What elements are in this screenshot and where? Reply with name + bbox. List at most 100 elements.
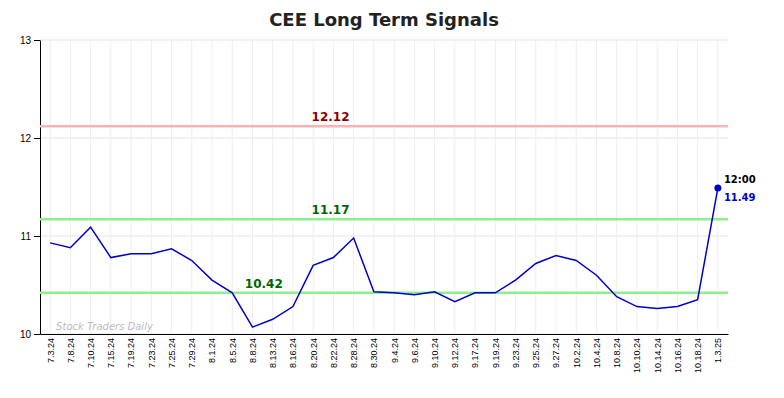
x-tick-label: 9.6.24 [410,338,420,363]
x-tick-label: 8.28.24 [349,338,359,368]
x-tick: 9.23.24 [511,334,521,368]
x-tick: 8.8.24 [248,334,258,363]
x-grid-line [394,40,395,334]
marks [40,126,728,327]
y-grid-line [40,334,728,335]
x-tick: 7.3.24 [45,334,55,363]
last-point-annotation: 11.49 [724,192,756,203]
x-tick: 10.14.24 [653,334,663,373]
x-grid-line [535,40,536,334]
y-grid-line [40,40,728,41]
x-tick: 9.4.24 [389,334,399,363]
x-tick: 7.25.24 [167,334,177,368]
x-tick: 9.10.24 [430,334,440,368]
x-tick-label: 8.8.24 [248,338,258,363]
x-axis: 7.3.24 7.8.24 7.10.24 7.15.24 7.19.24 7.23.24… [41,334,729,373]
x-tick: 7.29.24 [187,334,197,368]
x-tick-label: 10.4.24 [592,338,602,368]
x-tick-label: 9.27.24 [551,338,561,368]
x-grid-line [495,40,496,334]
x-tick: 9.25.24 [531,334,541,368]
x-grid-line [90,40,91,334]
x-tick-label: 7.19.24 [126,338,136,368]
x-tick-label: 8.30.24 [369,338,379,368]
x-tick-label: 7.10.24 [86,338,96,368]
x-grid-line [636,40,637,334]
x-grid-line [333,40,334,334]
x-grid-line [131,40,132,334]
last-point [714,184,721,191]
y-grid-line [40,138,728,139]
y-tick-label: 13 [20,35,32,46]
y-tick-mark [34,236,40,237]
x-grid-line [556,40,557,334]
y-tick: 13 [20,35,40,46]
watermark: Stock Traders Daily [56,321,154,332]
y-tick-mark [34,138,40,139]
x-grid-line [576,40,577,334]
y-tick-label: 12 [20,133,32,144]
x-tick: 8.22.24 [329,334,339,368]
x-tick: 9.19.24 [491,334,501,368]
x-grid-line [212,40,213,334]
x-tick: 8.20.24 [309,334,319,368]
x-tick: 7.19.24 [126,334,136,368]
reference-line [40,218,728,221]
x-grid-line [50,40,51,334]
x-tick-label: 7.25.24 [167,338,177,368]
x-grid-line [434,40,435,334]
x-tick: 8.1.24 [207,334,217,363]
reference-label: 12.12 [312,110,350,124]
x-tick-label: 7.29.24 [187,338,197,368]
x-tick: 8.16.24 [288,334,298,368]
x-tick: 10.2.24 [572,334,582,368]
plot: 7.3.24 7.8.24 7.10.24 7.15.24 7.19.24 7.23.24… [20,35,756,373]
x-tick: 10.4.24 [592,334,602,368]
x-tick-label: 9.12.24 [450,338,460,368]
x-tick: 9.12.24 [450,334,460,368]
y-tick-mark [34,334,40,335]
x-grid-line [151,40,152,334]
y-tick-label: 11 [21,231,32,242]
x-grid-line [232,40,233,334]
x-tick: 8.30.24 [369,334,379,368]
x-tick-label: 10.18.24 [693,338,703,373]
chart: 7.3.24 7.8.24 7.10.24 7.15.24 7.19.24 7.23.24… [0,0,784,398]
grid [40,40,728,334]
x-tick-label: 8.22.24 [329,338,339,368]
x-tick: 8.13.24 [268,334,278,368]
x-tick: 8.28.24 [349,334,359,368]
x-grid-line [515,40,516,334]
x-tick-label: 9.23.24 [511,338,521,368]
x-grid-line [313,40,314,334]
x-tick-label: 8.20.24 [309,338,319,368]
x-tick-label: 8.16.24 [288,338,298,368]
x-tick-label: 7.3.24 [45,338,55,363]
x-tick: 9.17.24 [470,334,480,368]
y-grid-line [40,236,728,237]
reference-label: 10.42 [245,277,283,291]
x-grid-line [697,40,698,334]
y-axis-line [40,41,41,335]
y-tick: 12 [20,133,40,144]
x-tick-label: 9.25.24 [531,338,541,368]
y-axis: 10111213 [20,35,41,340]
x-tick-label: 9.4.24 [389,338,399,363]
x-tick: 8.5.24 [228,334,238,363]
last-point-annotation: 12:00 [724,174,756,185]
x-tick-label: 8.13.24 [268,338,278,368]
series-line [50,188,718,327]
x-grid-line [353,40,354,334]
y-tick: 11 [21,231,40,242]
y-tick-mark [34,40,40,41]
x-grid-line [292,40,293,334]
x-tick: 10.8.24 [612,334,622,368]
x-tick-label: 1.3.25 [713,338,723,363]
x-tick-label: 7.8.24 [66,338,76,363]
x-tick: 9.6.24 [410,334,420,363]
x-grid-line [70,40,71,334]
x-tick-label: 10.14.24 [653,338,663,373]
x-tick: 7.23.24 [147,334,157,368]
x-tick: 9.27.24 [551,334,561,368]
x-tick: 7.15.24 [106,334,116,368]
